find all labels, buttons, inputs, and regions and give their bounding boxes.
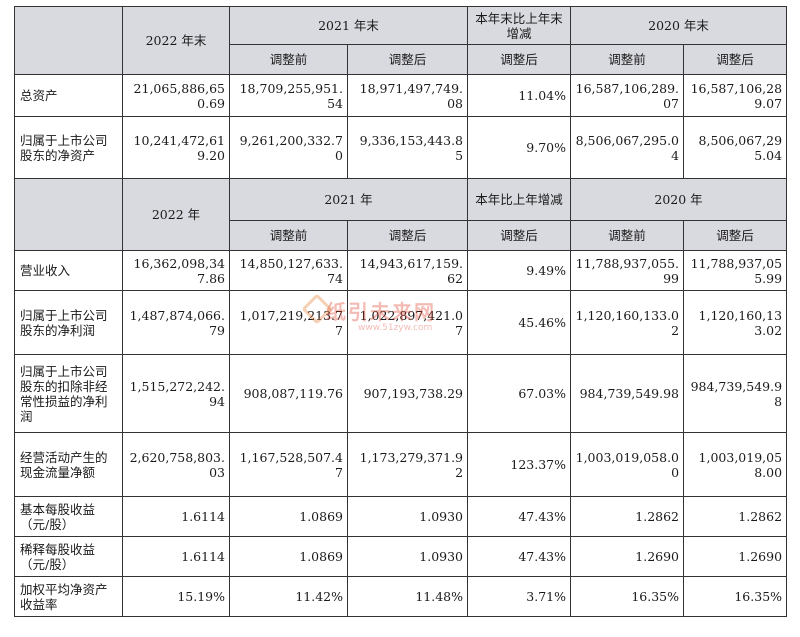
cell-value: 1.6114: [122, 536, 230, 577]
financial-data-table: 2022 年末 2021 年末 本年末比上年末增减 2020 年末 调整前 调整…: [14, 6, 788, 617]
header-2021: 2021 年: [228, 178, 469, 221]
header-change: 本年末比上年末增减: [467, 6, 572, 45]
cell-value: 123.37%: [467, 432, 572, 497]
cell-value: 3.71%: [467, 576, 572, 617]
subheader-2021-before: 调整前: [229, 44, 348, 75]
header-2022-end: 2022 年末: [122, 6, 230, 75]
subheader-2021-after: 调整后: [346, 44, 469, 75]
cell-value: 18,709,255,951.54: [229, 74, 348, 117]
header-blank-cell: [14, 6, 123, 75]
subheader-2020-after: 调整后: [683, 44, 788, 75]
cell-value: 1,022,897,421.07: [346, 290, 469, 355]
cell-value: 1.2690: [683, 536, 788, 577]
cell-value: 47.43%: [467, 536, 572, 577]
row-label: 营业收入: [14, 250, 123, 291]
cell-value: 1.0869: [229, 496, 348, 537]
header-change: 本年比上年增减: [467, 178, 572, 221]
cell-value: 21,065,886,650.69: [122, 74, 230, 117]
table-row: 归属于上市公司股东的净资产 10,241,472,619.20 9,261,20…: [14, 116, 788, 179]
cell-value: 10,241,472,619.20: [122, 116, 230, 179]
cell-value: 9,261,200,332.70: [229, 116, 348, 179]
cell-value: 1.0869: [229, 536, 348, 577]
cell-value: 11.42%: [229, 576, 348, 617]
cell-value: 11.48%: [346, 576, 469, 617]
subheader-2020-before: 调整前: [570, 220, 685, 251]
cell-value: 15.19%: [122, 576, 230, 617]
cell-value: 1.2690: [570, 536, 685, 577]
cell-value: 907,193,738.29: [346, 354, 469, 433]
cell-value: 1.2862: [683, 496, 788, 537]
cell-value: 16,587,106,289.07: [683, 74, 788, 117]
subheader-change-after: 调整后: [467, 44, 572, 75]
table-row: 营业收入 16,362,098,347.86 14,850,127,633.74…: [14, 250, 788, 291]
cell-value: 14,943,617,159.62: [346, 250, 469, 291]
row-label: 总资产: [14, 74, 123, 117]
subheader-2020-after: 调整后: [683, 220, 788, 251]
row-label: 归属于上市公司股东的扣除非经常性损益的净利润: [14, 354, 123, 433]
cell-value: 16,362,098,347.86: [122, 250, 230, 291]
cell-value: 1,003,019,058.00: [570, 432, 685, 497]
cell-value: 47.43%: [467, 496, 572, 537]
row-label: 加权平均净资产收益率: [14, 576, 123, 617]
row-label: 稀释每股收益（元/股）: [14, 536, 123, 577]
table-row: 加权平均净资产收益率 15.19% 11.42% 11.48% 3.71% 16…: [14, 576, 788, 617]
cell-value: 1,515,272,242.94: [122, 354, 230, 433]
cell-value: 1,120,160,133.02: [570, 290, 685, 355]
cell-value: 16.35%: [570, 576, 685, 617]
cell-value: 1.2862: [570, 496, 685, 537]
cell-value: 8,506,067,295.04: [570, 116, 685, 179]
header-2021-end: 2021 年末: [228, 6, 469, 45]
cell-value: 1,003,019,058.00: [683, 432, 788, 497]
cell-value: 1,487,874,066.79: [122, 290, 230, 355]
cell-value: 1,017,219,213.77: [229, 290, 348, 355]
cell-value: 908,087,119.76: [229, 354, 348, 433]
cell-value: 2,620,758,803.03: [122, 432, 230, 497]
cell-value: 9.70%: [467, 116, 572, 179]
subheader-2020-before: 调整前: [570, 44, 685, 75]
cell-value: 16,587,106,289.07: [570, 74, 685, 117]
cell-value: 11,788,937,055.99: [570, 250, 685, 291]
cell-value: 9,336,153,443.85: [346, 116, 469, 179]
cell-value: 18,971,497,749.08: [346, 74, 469, 117]
header-2020-end: 2020 年末: [570, 6, 788, 45]
cell-value: 14,850,127,633.74: [229, 250, 348, 291]
subheader-2021-after: 调整后: [346, 220, 469, 251]
table-row: 归属于上市公司股东的净利润 1,487,874,066.79 1,017,219…: [14, 290, 788, 355]
cell-value: 16.35%: [683, 576, 788, 617]
header-2022: 2022 年: [122, 178, 230, 251]
cell-value: 9.49%: [467, 250, 572, 291]
subheader-change-after: 调整后: [467, 220, 572, 251]
cell-value: 67.03%: [467, 354, 572, 433]
cell-value: 11,788,937,055.99: [683, 250, 788, 291]
row-label: 基本每股收益（元/股）: [14, 496, 123, 537]
table-row: 基本每股收益（元/股） 1.6114 1.0869 1.0930 47.43% …: [14, 496, 788, 537]
table-row: 稀释每股收益（元/股） 1.6114 1.0869 1.0930 47.43% …: [14, 536, 788, 577]
cell-value: 11.04%: [467, 74, 572, 117]
cell-value: 45.46%: [467, 290, 572, 355]
header-2020: 2020 年: [570, 178, 788, 221]
header-blank-cell: [14, 178, 123, 251]
cell-value: 1,120,160,133.02: [683, 290, 788, 355]
cell-value: 1,173,279,371.92: [346, 432, 469, 497]
cell-value: 8,506,067,295.04: [683, 116, 788, 179]
table-row: 总资产 21,065,886,650.69 18,709,255,951.54 …: [14, 74, 788, 117]
table-row: 归属于上市公司股东的扣除非经常性损益的净利润 1,515,272,242.94 …: [14, 354, 788, 433]
cell-value: 1.6114: [122, 496, 230, 537]
row-label: 经营活动产生的现金流量净额: [14, 432, 123, 497]
row-label: 归属于上市公司股东的净利润: [14, 290, 123, 355]
subheader-2021-before: 调整前: [229, 220, 348, 251]
cell-value: 1.0930: [346, 496, 469, 537]
cell-value: 1,167,528,507.47: [229, 432, 348, 497]
cell-value: 984,739,549.98: [570, 354, 685, 433]
cell-value: 1.0930: [346, 536, 469, 577]
cell-value: 984,739,549.98: [683, 354, 788, 433]
row-label: 归属于上市公司股东的净资产: [14, 116, 123, 179]
table-row: 经营活动产生的现金流量净额 2,620,758,803.03 1,167,528…: [14, 432, 788, 497]
